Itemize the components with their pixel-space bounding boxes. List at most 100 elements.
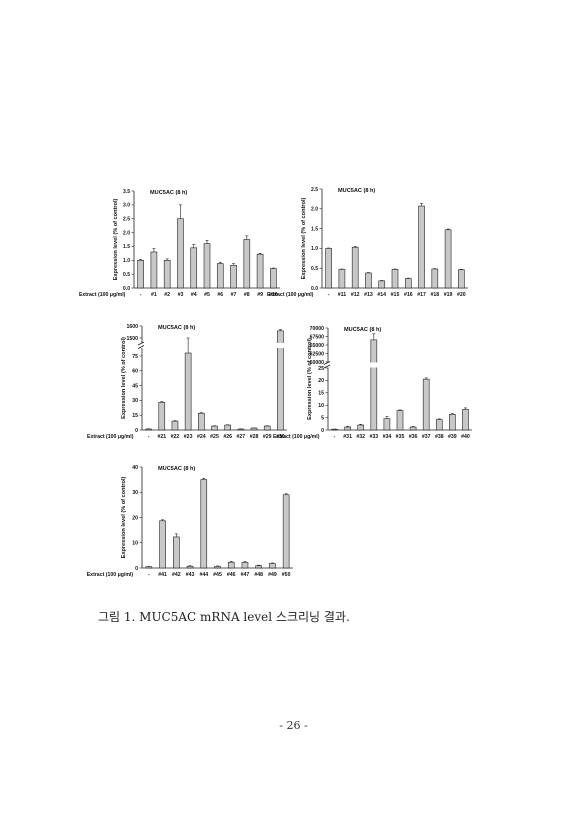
bar-n17 — [418, 205, 425, 289]
bar-n41 — [159, 520, 166, 569]
x-tick-label: #3 — [178, 292, 184, 298]
y-tick-label: 2.0 — [123, 230, 130, 236]
y-tick-label: 2.0 — [311, 207, 318, 213]
bar-n15 — [391, 269, 399, 289]
axis-break-mark — [323, 364, 331, 369]
bar-n46 — [227, 561, 235, 569]
x-tick-label: #46 — [227, 572, 236, 578]
bar-n23 — [184, 352, 192, 431]
x-tick-label: #10 — [269, 292, 278, 298]
x-tick-label: #23 — [184, 434, 193, 440]
y-tick-label: 1.0 — [311, 246, 318, 252]
bar-n3 — [177, 218, 184, 289]
bar-n47 — [241, 562, 249, 569]
bar-n5 — [203, 243, 211, 289]
x-tick-label: #42 — [172, 572, 181, 578]
bar-n20 — [458, 269, 465, 289]
bar-n10 — [270, 268, 277, 289]
bar-n13 — [365, 272, 372, 289]
y-tick-label: 15 — [132, 413, 138, 419]
y-tick-label: 10 — [318, 403, 324, 409]
y-tick-label: 0 — [321, 428, 324, 434]
bar-n35 — [396, 410, 404, 431]
x-tick-label: #4 — [191, 292, 197, 298]
bar-n16 — [404, 278, 412, 289]
y-tick-label: 0.0 — [311, 286, 318, 292]
x-axis-label: Extract (100 μg/ml) — [273, 434, 320, 440]
x-tick-label: #14 — [377, 292, 386, 298]
x-tick-label: #31 — [343, 434, 352, 440]
x-axis-label: Extract (100 μg/ml) — [87, 572, 134, 578]
x-tick-label: #34 — [383, 434, 392, 440]
bar-n7 — [230, 264, 237, 289]
y-tick-label: 60000 — [310, 360, 325, 366]
y-tick-label: 1.5 — [311, 226, 318, 232]
x-tick-label: #8 — [244, 292, 250, 298]
x-tick-label: #1 — [151, 292, 157, 298]
bar-n4 — [190, 247, 198, 289]
y-tick-label: 67500 — [310, 334, 325, 340]
y-axis-label: Expression level (% of control) — [301, 197, 307, 279]
bar-break-gap — [276, 343, 285, 348]
x-tick-label: #41 — [158, 572, 167, 578]
x-tick-label: - — [140, 292, 142, 298]
bar-n8 — [243, 239, 251, 289]
chart-2: 0.0 0.5 1.0 1.5 2.0 2.5 - #11 #12 #13 #14 #15 #16 #17… — [267, 187, 468, 298]
x-tick-label: #38 — [435, 434, 444, 440]
bar-n25 — [211, 425, 218, 431]
bar-n31 — [344, 426, 351, 431]
bar-n1 — [150, 251, 158, 289]
chart-title: MUC5AC (8 h) — [158, 466, 195, 472]
x-tick-label: #35 — [396, 434, 405, 440]
x-tick-label: #29 — [263, 434, 272, 440]
bar-n6 — [216, 263, 224, 289]
bar-n36 — [409, 426, 417, 431]
y-axis-label: Expression level (% of control) — [307, 338, 313, 420]
x-tick-label: #50 — [282, 572, 291, 578]
x-tick-label: #9 — [257, 292, 263, 298]
y-tick-label: 45 — [132, 383, 138, 389]
x-tick-label: #6 — [217, 292, 223, 298]
bar-control — [331, 428, 338, 431]
bar-n39 — [449, 414, 456, 431]
x-tick-label: #32 — [356, 434, 365, 440]
bar-control — [145, 566, 153, 569]
bar-n22 — [171, 420, 179, 431]
y-tick-label: 20 — [132, 515, 138, 521]
bar-n21 — [158, 402, 166, 431]
bar-n9 — [256, 253, 264, 289]
x-tick-label: #16 — [404, 292, 413, 298]
bar-n48 — [255, 565, 262, 569]
y-axis-label: Expression level (% of control) — [113, 198, 119, 280]
y-tick-label: 75 — [132, 354, 138, 360]
x-tick-label: - — [328, 292, 330, 298]
figure-caption: 그림 1. MUC5AC mRNA level 스크리닝 결과. — [98, 610, 350, 624]
x-tick-label: #27 — [237, 434, 246, 440]
bar-n43 — [186, 565, 194, 569]
x-tick-label: #37 — [422, 434, 431, 440]
y-tick-label: 25 — [318, 366, 324, 372]
bar-n37 — [422, 378, 430, 431]
bar-n18 — [431, 268, 439, 289]
x-tick-label: #33 — [369, 434, 378, 440]
y-tick-label: 30 — [132, 490, 138, 496]
x-tick-label: #40 — [461, 434, 470, 440]
x-tick-label: #18 — [430, 292, 439, 298]
x-tick-label: #44 — [199, 572, 208, 578]
y-tick-label: 5 — [321, 415, 324, 421]
chart-3: 0 15 30 45 60 75 1500 1600 - #21 #22 #23 #24 #25 #26 #2… — [87, 324, 287, 440]
y-tick-label: 1.5 — [123, 244, 130, 250]
bar-n50 — [282, 494, 290, 569]
bar-break-gap — [370, 362, 378, 368]
chart-title: MUC5AC (8 h) — [150, 190, 187, 196]
bar-n11 — [338, 269, 346, 289]
axis-break-gap — [324, 362, 330, 368]
chart-1: 0.0 0.5 1.0 1.5 2.0 2.5 3.0 3.5 - #1 #2 #3 #4 #5 #6 #7 #… — [79, 189, 280, 298]
x-tick-label: #15 — [391, 292, 400, 298]
chart-title: MUC5AC (8 h) — [344, 327, 381, 333]
x-tick-label: - — [148, 434, 150, 440]
bar-control — [325, 248, 332, 289]
y-tick-label: 15 — [318, 391, 324, 397]
bar-control — [137, 259, 144, 289]
